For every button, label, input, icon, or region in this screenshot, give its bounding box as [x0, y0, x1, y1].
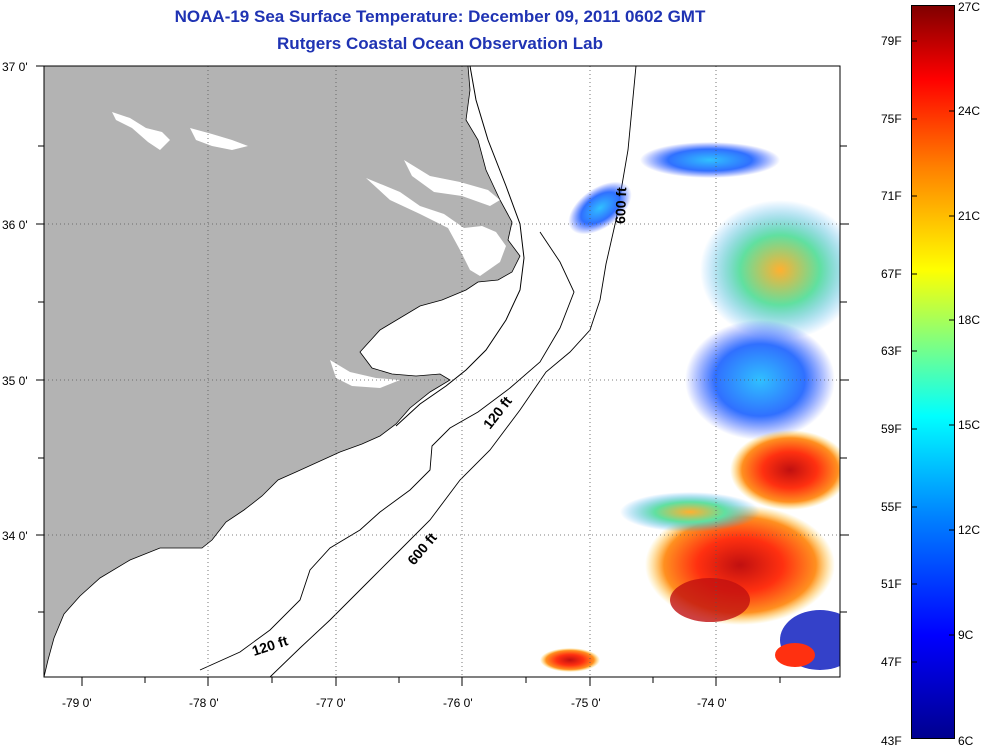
colorbar-f-label: 51F — [881, 577, 902, 591]
colorbar-c-label: 24C — [958, 104, 981, 118]
contour-label-600ft: 600 ft — [612, 187, 629, 224]
colorbar-c-label: 21C — [958, 209, 981, 223]
barrier-island — [395, 66, 525, 427]
colorbar-f-label: 59F — [881, 422, 902, 436]
map-title: NOAA-19 Sea Surface Temperature: Decembe… — [174, 7, 706, 26]
colorbar-f-label: 67F — [881, 267, 902, 281]
graticule — [44, 66, 840, 677]
lon-tick-label: -74 0' — [697, 696, 727, 710]
colorbar-c-label: 9C — [958, 628, 974, 642]
axis-ticks — [36, 65, 849, 686]
colorbar-f-label: 71F — [881, 189, 902, 203]
inland-lake-2 — [190, 128, 248, 150]
colorbar-f-label: 79F — [881, 34, 902, 48]
contour-120ft — [199, 231, 575, 671]
colorbar-f-label: 55F — [881, 500, 902, 514]
colorbar-f-label: 47F — [881, 655, 902, 669]
colorbar-f-label: 75F — [881, 112, 902, 126]
lon-tick-label: -75 0' — [571, 696, 601, 710]
temperature-colorbar — [911, 5, 955, 739]
colorbar-f-label: 63F — [881, 344, 902, 358]
colorbar-f-label: 43F — [881, 734, 902, 748]
colorbar-c-label: 12C — [958, 523, 981, 537]
colorbar-c-label: 15C — [958, 418, 981, 432]
land-north-carolina — [44, 66, 521, 677]
neuse-river — [330, 360, 400, 388]
contour-600ft — [269, 66, 637, 677]
map-subtitle: Rutgers Coastal Ocean Observation Lab — [277, 34, 603, 53]
inland-lake — [112, 112, 170, 150]
lat-tick-label: 34 0' — [2, 529, 28, 543]
lat-tick-label: 36 0' — [2, 218, 28, 232]
colorbar-c-label: 6C — [958, 734, 974, 748]
lon-tick-label: -78 0' — [189, 696, 219, 710]
albemarle-sound — [404, 160, 500, 206]
colorbar-c-label: 18C — [958, 313, 981, 327]
lat-tick-label: 35 0' — [2, 374, 28, 388]
lat-tick-label: 37 0' — [2, 60, 28, 74]
lon-tick-label: -77 0' — [316, 696, 346, 710]
lon-tick-label: -76 0' — [443, 696, 473, 710]
plot-frame — [43, 65, 841, 678]
colorbar-c-label: 27C — [958, 0, 981, 14]
lon-tick-label: -79 0' — [62, 696, 92, 710]
pamlico-sound — [366, 178, 506, 276]
